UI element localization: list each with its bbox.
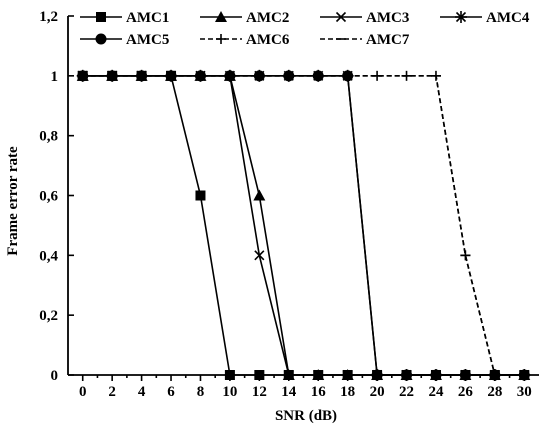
legend: AMC1 AMC2 AMC3 AMC4 AMC5 AMC6 AMC7 bbox=[80, 10, 530, 48]
x-tick-label: 0 bbox=[79, 384, 87, 400]
amc4-marker bbox=[253, 69, 266, 82]
amc6-marker bbox=[401, 70, 412, 81]
series-amc5 bbox=[77, 70, 530, 381]
legend-label-amc4: AMC4 bbox=[486, 10, 530, 26]
x-tick-label: 26 bbox=[458, 384, 474, 400]
y-tick-label: 1,2 bbox=[39, 9, 58, 25]
x-tick-label: 4 bbox=[138, 384, 146, 400]
series-amc2 bbox=[76, 69, 531, 380]
square-marker-shape bbox=[195, 190, 206, 201]
amc6-marker bbox=[430, 70, 441, 81]
amc6-line bbox=[82, 75, 525, 376]
legend-marker-amc3 bbox=[335, 11, 347, 23]
amc6-marker bbox=[372, 70, 383, 81]
legend-item-amc6: AMC6 bbox=[200, 32, 290, 48]
y-tick-label: 1 bbox=[51, 69, 59, 85]
axes: 00,20,40,60,811,20 2 4 6 8 10 12 14 16 18 20 22 24 26… bbox=[39, 9, 539, 400]
amc2-line bbox=[82, 75, 525, 376]
x-axis-title: SNR (dB) bbox=[275, 408, 337, 424]
legend-item-amc3: AMC3 bbox=[320, 10, 409, 26]
amc1-marker bbox=[166, 70, 177, 81]
series-amc4 bbox=[76, 69, 531, 381]
amc4-line bbox=[82, 75, 525, 376]
legend-label-amc7: AMC7 bbox=[366, 32, 410, 48]
amc2-marker bbox=[194, 69, 207, 81]
amc1-marker bbox=[77, 70, 88, 81]
legend-item-amc5: AMC5 bbox=[80, 32, 169, 48]
x-tick-label: 30 bbox=[517, 384, 532, 400]
legend-label-amc6: AMC6 bbox=[246, 32, 290, 48]
triangle-marker-shape bbox=[194, 69, 207, 81]
triangle-marker-shape bbox=[223, 69, 236, 81]
x-tick-label: 22 bbox=[399, 384, 414, 400]
amc3-marker bbox=[254, 250, 265, 261]
x-tick-label: 2 bbox=[108, 384, 116, 400]
legend-item-amc7: AMC7 bbox=[320, 32, 410, 48]
y-tick-label: 0,8 bbox=[39, 129, 58, 145]
y-axis-title: Frame error rate bbox=[5, 146, 21, 256]
series-amc7 bbox=[77, 75, 530, 376]
amc7-line bbox=[82, 75, 525, 376]
amc1-marker bbox=[195, 190, 206, 201]
square-marker-shape bbox=[136, 70, 147, 81]
y-tick-label: 0,2 bbox=[39, 308, 58, 324]
x-tick-label: 24 bbox=[428, 384, 444, 400]
legend-item-amc4: AMC4 bbox=[440, 10, 530, 26]
circle-marker-shape bbox=[95, 33, 107, 45]
amc2-marker bbox=[253, 189, 266, 201]
plot-area bbox=[76, 69, 531, 381]
x-marker-stroke bbox=[335, 11, 347, 23]
series-amc1 bbox=[77, 70, 530, 380]
x-tick-label: 12 bbox=[252, 384, 267, 400]
amc6-marker bbox=[460, 250, 471, 261]
x-tick-label: 6 bbox=[167, 384, 175, 400]
legend-label-amc2: AMC2 bbox=[246, 10, 289, 26]
x-tick-label: 10 bbox=[222, 384, 237, 400]
legend-marker-amc6 bbox=[216, 34, 226, 44]
x-tick-label: 16 bbox=[311, 384, 327, 400]
amc1-marker bbox=[136, 70, 147, 81]
legend-item-amc1: AMC1 bbox=[80, 10, 169, 26]
legend-label-amc3: AMC3 bbox=[366, 10, 409, 26]
square-marker-shape bbox=[107, 70, 118, 81]
square-marker-shape bbox=[96, 12, 106, 22]
square-marker-shape bbox=[166, 70, 177, 81]
legend-marker-amc4 bbox=[455, 11, 467, 23]
legend-label-amc5: AMC5 bbox=[126, 32, 169, 48]
legend-marker-amc2 bbox=[215, 11, 227, 22]
triangle-marker-shape bbox=[215, 11, 227, 22]
amc4-marker bbox=[312, 69, 325, 82]
x-tick-label: 18 bbox=[340, 384, 355, 400]
legend-label-amc1: AMC1 bbox=[126, 10, 169, 26]
y-tick-label: 0,6 bbox=[39, 189, 58, 205]
x-tick-label: 8 bbox=[197, 384, 205, 400]
amc3-line bbox=[82, 75, 525, 376]
x-marker-stroke bbox=[254, 250, 265, 261]
amc1-line bbox=[82, 75, 525, 376]
amc1-marker bbox=[107, 70, 118, 81]
amc4-marker bbox=[282, 69, 295, 82]
amc5-line bbox=[82, 75, 525, 376]
amc4-marker bbox=[341, 69, 354, 82]
x-tick-label: 28 bbox=[487, 384, 502, 400]
x-tick-label: 14 bbox=[281, 384, 297, 400]
amc2-marker bbox=[223, 69, 236, 81]
triangle-marker-shape bbox=[253, 189, 266, 201]
legend-marker-amc1 bbox=[96, 12, 106, 22]
legend-item-amc2: AMC2 bbox=[200, 10, 289, 26]
square-marker-shape bbox=[77, 70, 88, 81]
y-tick-label: 0,4 bbox=[39, 248, 58, 264]
legend-marker-amc5 bbox=[95, 33, 107, 45]
y-tick-label: 0 bbox=[51, 368, 59, 384]
series-amc6 bbox=[77, 70, 530, 380]
x-tick-label: 20 bbox=[370, 384, 385, 400]
